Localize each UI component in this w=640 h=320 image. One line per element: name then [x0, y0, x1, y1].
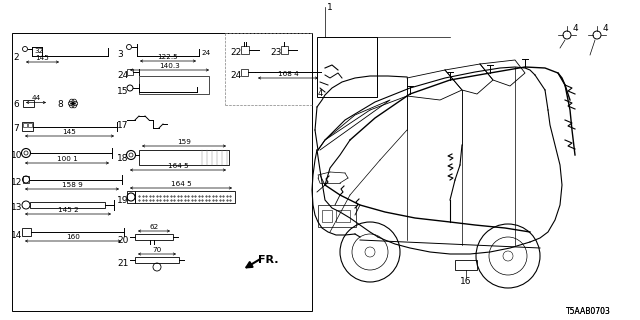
- Text: 20: 20: [117, 236, 129, 244]
- Text: 8: 8: [57, 100, 63, 108]
- Text: 32: 32: [34, 48, 44, 54]
- Bar: [127, 69, 133, 75]
- Text: 13: 13: [11, 203, 22, 212]
- Text: 19: 19: [117, 196, 129, 204]
- Text: 145 2: 145 2: [58, 206, 78, 212]
- Text: 164 5: 164 5: [168, 163, 188, 169]
- Text: 164 5: 164 5: [171, 180, 191, 187]
- Bar: [30, 202, 105, 208]
- Bar: [135, 257, 179, 263]
- Bar: [455, 260, 477, 270]
- Bar: [12, 33, 312, 311]
- Bar: [23, 123, 27, 127]
- Text: 145: 145: [63, 129, 76, 134]
- Bar: [22, 228, 31, 236]
- Text: 4: 4: [573, 23, 579, 33]
- Bar: [336, 210, 350, 222]
- Text: 2: 2: [13, 52, 19, 61]
- Text: 14: 14: [11, 230, 22, 239]
- Bar: [127, 191, 135, 203]
- Text: 12: 12: [11, 178, 22, 187]
- Bar: [23, 100, 34, 107]
- Text: 18: 18: [117, 154, 129, 163]
- Bar: [139, 150, 229, 165]
- Text: 4: 4: [318, 89, 323, 98]
- Text: 4: 4: [603, 23, 609, 33]
- Text: 145: 145: [36, 54, 49, 60]
- Text: 62: 62: [149, 223, 159, 229]
- Bar: [23, 176, 29, 183]
- Text: 17: 17: [117, 121, 129, 130]
- Text: 10: 10: [11, 150, 22, 159]
- Text: 158 9: 158 9: [61, 181, 83, 188]
- Text: 23: 23: [270, 47, 282, 57]
- Bar: [241, 69, 248, 76]
- Text: 3: 3: [117, 50, 123, 59]
- Bar: [318, 205, 356, 227]
- Text: 159: 159: [177, 139, 191, 145]
- Text: 21: 21: [117, 260, 129, 268]
- Text: 100 1: 100 1: [56, 156, 77, 162]
- Text: 6: 6: [13, 100, 19, 108]
- Bar: [28, 123, 32, 127]
- Bar: [241, 46, 249, 54]
- Text: 24: 24: [117, 70, 128, 79]
- Text: FR.: FR.: [258, 255, 278, 265]
- Bar: [322, 210, 332, 222]
- Text: 1: 1: [327, 3, 333, 12]
- Text: 22: 22: [230, 47, 241, 57]
- Text: 24: 24: [230, 70, 241, 79]
- Text: T5AAB0703: T5AAB0703: [566, 307, 611, 316]
- Bar: [317, 37, 377, 97]
- Text: 7: 7: [13, 124, 19, 132]
- Text: 160: 160: [66, 234, 80, 239]
- Bar: [135, 191, 235, 203]
- Bar: [139, 76, 209, 94]
- Text: 140.3: 140.3: [159, 62, 180, 68]
- Text: 122.5: 122.5: [157, 53, 179, 60]
- Text: 44: 44: [31, 95, 40, 101]
- Text: 168 4: 168 4: [278, 70, 298, 76]
- Text: 15: 15: [117, 86, 129, 95]
- Text: 16: 16: [460, 277, 472, 286]
- Text: T5AAB0703: T5AAB0703: [566, 307, 611, 316]
- Text: 70: 70: [152, 246, 162, 252]
- Text: 24: 24: [201, 50, 211, 56]
- Bar: [135, 234, 173, 240]
- Bar: [22, 122, 33, 131]
- Bar: [281, 46, 288, 54]
